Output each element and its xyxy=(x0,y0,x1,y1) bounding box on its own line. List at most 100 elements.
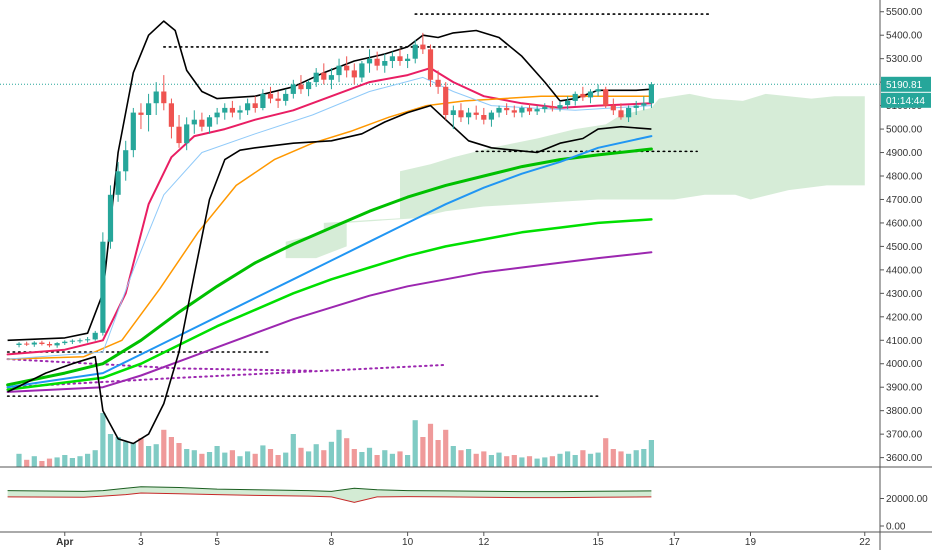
candle xyxy=(572,91,578,106)
candle-body xyxy=(412,44,418,59)
candle xyxy=(328,68,334,90)
candle xyxy=(138,103,144,130)
dotted-trend-line xyxy=(6,358,314,372)
candles-layer[interactable] xyxy=(16,32,654,348)
price-tick-label: 4100.00 xyxy=(886,336,923,347)
candle-body xyxy=(191,119,197,125)
indicator-tick-label: 0.00 xyxy=(886,522,906,533)
candle xyxy=(344,56,350,78)
candle-body xyxy=(222,107,228,113)
time-tick-label: Apr xyxy=(56,537,73,548)
candle-body xyxy=(420,44,426,50)
price-tick-label: 5400.00 xyxy=(886,31,923,42)
volume-bar xyxy=(245,451,251,467)
candle-body xyxy=(214,112,220,118)
candle xyxy=(351,63,357,85)
candle-body xyxy=(92,332,98,340)
volume-bar xyxy=(427,423,434,467)
candle-body xyxy=(641,103,647,106)
candle xyxy=(115,161,121,202)
volume-bar xyxy=(557,453,563,467)
volume-bar xyxy=(405,455,411,467)
candle-body xyxy=(161,91,167,104)
candle-body xyxy=(427,49,434,80)
candle-body xyxy=(435,79,441,87)
volume-bar xyxy=(290,434,296,467)
candle-body xyxy=(100,241,106,333)
candle-body xyxy=(252,103,258,108)
candle xyxy=(466,107,472,125)
volume-bar xyxy=(549,456,555,467)
candle xyxy=(77,338,83,344)
candle xyxy=(123,140,129,181)
volume-bar xyxy=(123,441,129,467)
candle xyxy=(557,100,563,112)
candle xyxy=(648,82,654,108)
time-tick-label: 5 xyxy=(214,537,220,548)
candle-body xyxy=(496,107,502,113)
candle-body xyxy=(603,89,609,106)
candle-body xyxy=(397,56,403,61)
time-tick-label: 22 xyxy=(859,537,871,548)
volume-bar xyxy=(504,456,510,467)
candle-body xyxy=(54,343,60,346)
candle-body xyxy=(519,107,525,113)
candle-body xyxy=(488,112,494,120)
candle xyxy=(603,86,609,108)
volume-bar xyxy=(359,452,365,467)
candle-body xyxy=(107,194,114,242)
candle xyxy=(504,103,510,115)
price-tick-label: 4700.00 xyxy=(886,195,923,206)
volume-bar xyxy=(168,437,174,467)
volume-bar xyxy=(389,453,395,467)
candle xyxy=(54,342,60,348)
volume-bar xyxy=(595,452,601,467)
volume-bar xyxy=(100,413,106,467)
candle-body xyxy=(405,58,411,61)
price-tick-label: 5500.00 xyxy=(886,7,923,18)
volume-bar xyxy=(534,458,540,467)
volume-bar xyxy=(466,449,472,467)
price-tick-label: 4600.00 xyxy=(886,218,923,229)
volume-bar xyxy=(69,458,75,467)
price-tick-label: 3800.00 xyxy=(886,406,923,417)
candle-body xyxy=(24,343,30,345)
price-tick-label: 3600.00 xyxy=(886,453,923,464)
candle xyxy=(580,86,586,101)
candle xyxy=(595,84,601,97)
candle xyxy=(405,53,411,69)
candle xyxy=(146,93,152,132)
volume-bar xyxy=(138,438,144,467)
candle-body xyxy=(130,112,136,151)
candle xyxy=(382,53,388,73)
candle-body xyxy=(328,75,334,80)
candle xyxy=(46,341,53,348)
candle xyxy=(283,89,289,106)
candle xyxy=(31,341,37,347)
volume-bar xyxy=(626,453,632,467)
candle xyxy=(549,100,555,112)
candle xyxy=(443,82,449,120)
candle xyxy=(366,49,373,73)
candle-body xyxy=(633,105,639,108)
candle-body xyxy=(69,340,75,342)
candle xyxy=(610,98,616,115)
price-tick-label: 4800.00 xyxy=(886,172,923,183)
volume-bar xyxy=(39,461,45,467)
candle-body xyxy=(450,110,456,115)
candle-body xyxy=(267,93,274,99)
candle-body xyxy=(184,124,190,144)
volume-bar xyxy=(184,449,190,467)
candle xyxy=(107,185,114,249)
candle xyxy=(245,98,251,115)
volume-bar xyxy=(481,451,487,467)
candle xyxy=(511,105,517,118)
candle-body xyxy=(542,106,548,110)
price-tick-label: 4000.00 xyxy=(886,359,923,370)
ichimoku-cloud-layer xyxy=(285,93,865,259)
volume-bar xyxy=(146,446,152,467)
volume-bar xyxy=(366,447,373,467)
